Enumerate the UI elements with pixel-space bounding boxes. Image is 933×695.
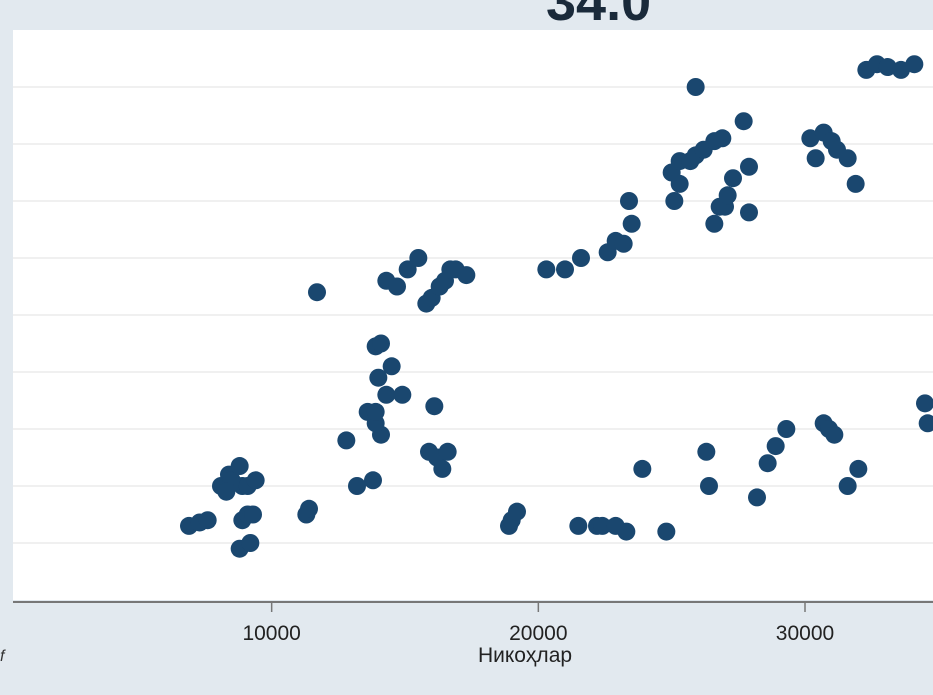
- corner-note: f: [0, 648, 5, 665]
- data-point: [337, 431, 356, 450]
- data-point: [838, 477, 857, 495]
- x-ticks: 10000 20000 30000: [242, 602, 834, 645]
- x-tick-label: 20000: [509, 622, 567, 645]
- data-point: [838, 149, 857, 168]
- data-point: [377, 385, 396, 404]
- data-point: [916, 394, 933, 413]
- x-axis-label: Никоҳлар: [478, 644, 572, 667]
- data-point: [230, 457, 249, 476]
- data-point: [777, 420, 796, 438]
- data-point: [433, 459, 452, 478]
- y-gridlines: [13, 86, 933, 544]
- data-point: [198, 511, 217, 530]
- data-point: [614, 234, 633, 253]
- data-point: [556, 260, 574, 279]
- data-point: [388, 277, 406, 296]
- data-point: [905, 55, 924, 74]
- data-point: [398, 260, 417, 279]
- data-point: [620, 192, 638, 210]
- left-margin-strip: [0, 0, 13, 648]
- data-point: [633, 459, 652, 478]
- data-point: [617, 522, 636, 541]
- data-point: [697, 442, 716, 461]
- data-point: [537, 260, 556, 279]
- data-point: [393, 385, 412, 404]
- data-point: [849, 459, 868, 478]
- data-point: [846, 174, 865, 193]
- data-point: [825, 425, 844, 444]
- data-point: [457, 266, 476, 285]
- data-point: [766, 437, 785, 456]
- data-point: [665, 192, 684, 210]
- data-points: [180, 55, 933, 558]
- data-point: [409, 249, 428, 267]
- data-point: [713, 129, 732, 148]
- data-point: [366, 402, 385, 421]
- data-point: [425, 397, 444, 416]
- data-point: [758, 454, 777, 473]
- data-point: [569, 516, 588, 535]
- data-point: [246, 471, 265, 490]
- title-fragment: 34.0: [546, 0, 651, 32]
- data-point: [740, 203, 758, 222]
- data-point: [508, 502, 526, 521]
- data-point: [705, 214, 724, 233]
- data-point: [241, 534, 260, 552]
- data-point: [700, 477, 718, 495]
- data-point: [244, 505, 262, 524]
- data-point: [734, 112, 753, 131]
- data-point: [806, 149, 825, 168]
- data-point: [657, 522, 676, 541]
- data-point: [217, 482, 236, 501]
- data-point: [300, 499, 318, 518]
- data-point: [348, 477, 366, 495]
- data-point: [572, 249, 590, 267]
- data-point: [382, 357, 401, 376]
- data-point: [740, 157, 758, 176]
- data-point: [724, 169, 742, 188]
- data-point: [686, 78, 705, 96]
- data-point: [593, 516, 612, 535]
- data-point: [369, 368, 388, 387]
- data-point: [438, 442, 457, 461]
- data-point: [308, 283, 326, 302]
- data-point: [372, 334, 390, 353]
- data-point: [622, 214, 641, 233]
- data-point: [748, 488, 766, 507]
- data-point: [918, 414, 933, 433]
- x-tick-label: 30000: [776, 622, 834, 645]
- data-point: [364, 471, 382, 490]
- x-tick-label: 10000: [242, 622, 300, 645]
- top-margin-strip: [0, 0, 933, 8]
- data-point: [718, 186, 737, 205]
